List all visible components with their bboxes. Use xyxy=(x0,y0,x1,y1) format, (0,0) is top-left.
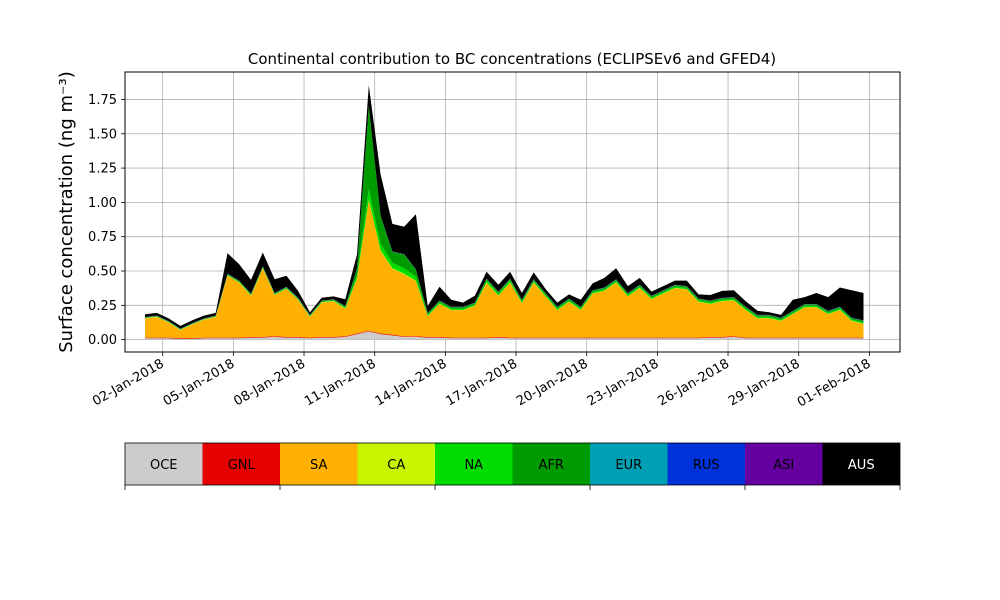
area-series-gnl xyxy=(145,330,864,339)
x-tick-label: 20-Jan-2018 xyxy=(514,356,591,409)
x-tick-label: 23-Jan-2018 xyxy=(585,356,662,409)
y-tick-label: 0.25 xyxy=(88,299,117,314)
legend-label-rus: RUS xyxy=(693,458,720,473)
legend-swatch-ca xyxy=(357,443,435,485)
legend-colorbar: OCE GNL SA CA NA AFR EUR RUS ASI AUS xyxy=(124,442,901,490)
area-series-oce xyxy=(145,331,864,340)
area-series-aus xyxy=(145,85,864,329)
x-tick-label: 08-Jan-2018 xyxy=(231,356,308,409)
legend-swatch-asi xyxy=(745,443,823,485)
legend-label-ca: CA xyxy=(387,458,405,473)
x-tick-label: 17-Jan-2018 xyxy=(443,356,520,409)
legend-swatch-sa xyxy=(280,443,358,485)
legend-swatch-eur xyxy=(590,443,668,485)
y-tick-label: 0.50 xyxy=(88,265,117,280)
y-axis: 0.00 0.25 0.50 0.75 1.00 1.25 1.50 1.75 xyxy=(88,93,125,348)
legend-swatch-afr xyxy=(512,443,590,485)
y-tick-label: 0.00 xyxy=(88,333,117,348)
y-tick-label: 1.00 xyxy=(88,196,117,211)
stacked-areas xyxy=(145,85,864,340)
legend-label-na: NA xyxy=(464,458,483,473)
legend-swatch-aus xyxy=(822,443,900,485)
x-tick-label: 26-Jan-2018 xyxy=(655,356,732,409)
legend-frame xyxy=(124,442,901,486)
y-tick-label: 1.25 xyxy=(88,162,117,177)
legend-swatch-oce xyxy=(125,443,203,485)
chart-title: Continental contribution to BC concentra… xyxy=(248,50,776,68)
legend-swatch-gnl xyxy=(202,443,280,485)
legend-label-sa: SA xyxy=(310,458,327,473)
legend-label-asi: ASI xyxy=(773,458,794,473)
legend-swatch-rus xyxy=(667,443,745,485)
y-tick-label: 1.75 xyxy=(88,93,117,108)
y-axis-label: Surface concentration (ng m⁻³) xyxy=(56,71,77,353)
y-tick-label: 1.50 xyxy=(88,127,117,142)
legend-label-aus: AUS xyxy=(848,458,875,473)
legend-label-eur: EUR xyxy=(615,458,642,473)
legend-label-gnl: GNL xyxy=(228,458,256,473)
x-tick-label: 01-Feb-2018 xyxy=(795,356,874,410)
x-axis: 02-Jan-201805-Jan-201808-Jan-201811-Jan-… xyxy=(90,352,873,410)
legend-label-afr: AFR xyxy=(539,458,564,473)
y-tick-label: 0.75 xyxy=(88,230,117,245)
x-tick-label: 02-Jan-2018 xyxy=(90,356,167,409)
plot-frame xyxy=(124,71,901,353)
legend-swatch-na xyxy=(435,443,513,485)
legend-label-oce: OCE xyxy=(150,458,178,473)
x-tick-label: 11-Jan-2018 xyxy=(302,356,379,409)
x-tick-label: 05-Jan-2018 xyxy=(161,356,238,409)
area-series-sa xyxy=(145,200,864,339)
x-tick-label: 14-Jan-2018 xyxy=(373,356,450,409)
x-tick-label: 29-Jan-2018 xyxy=(726,356,803,409)
